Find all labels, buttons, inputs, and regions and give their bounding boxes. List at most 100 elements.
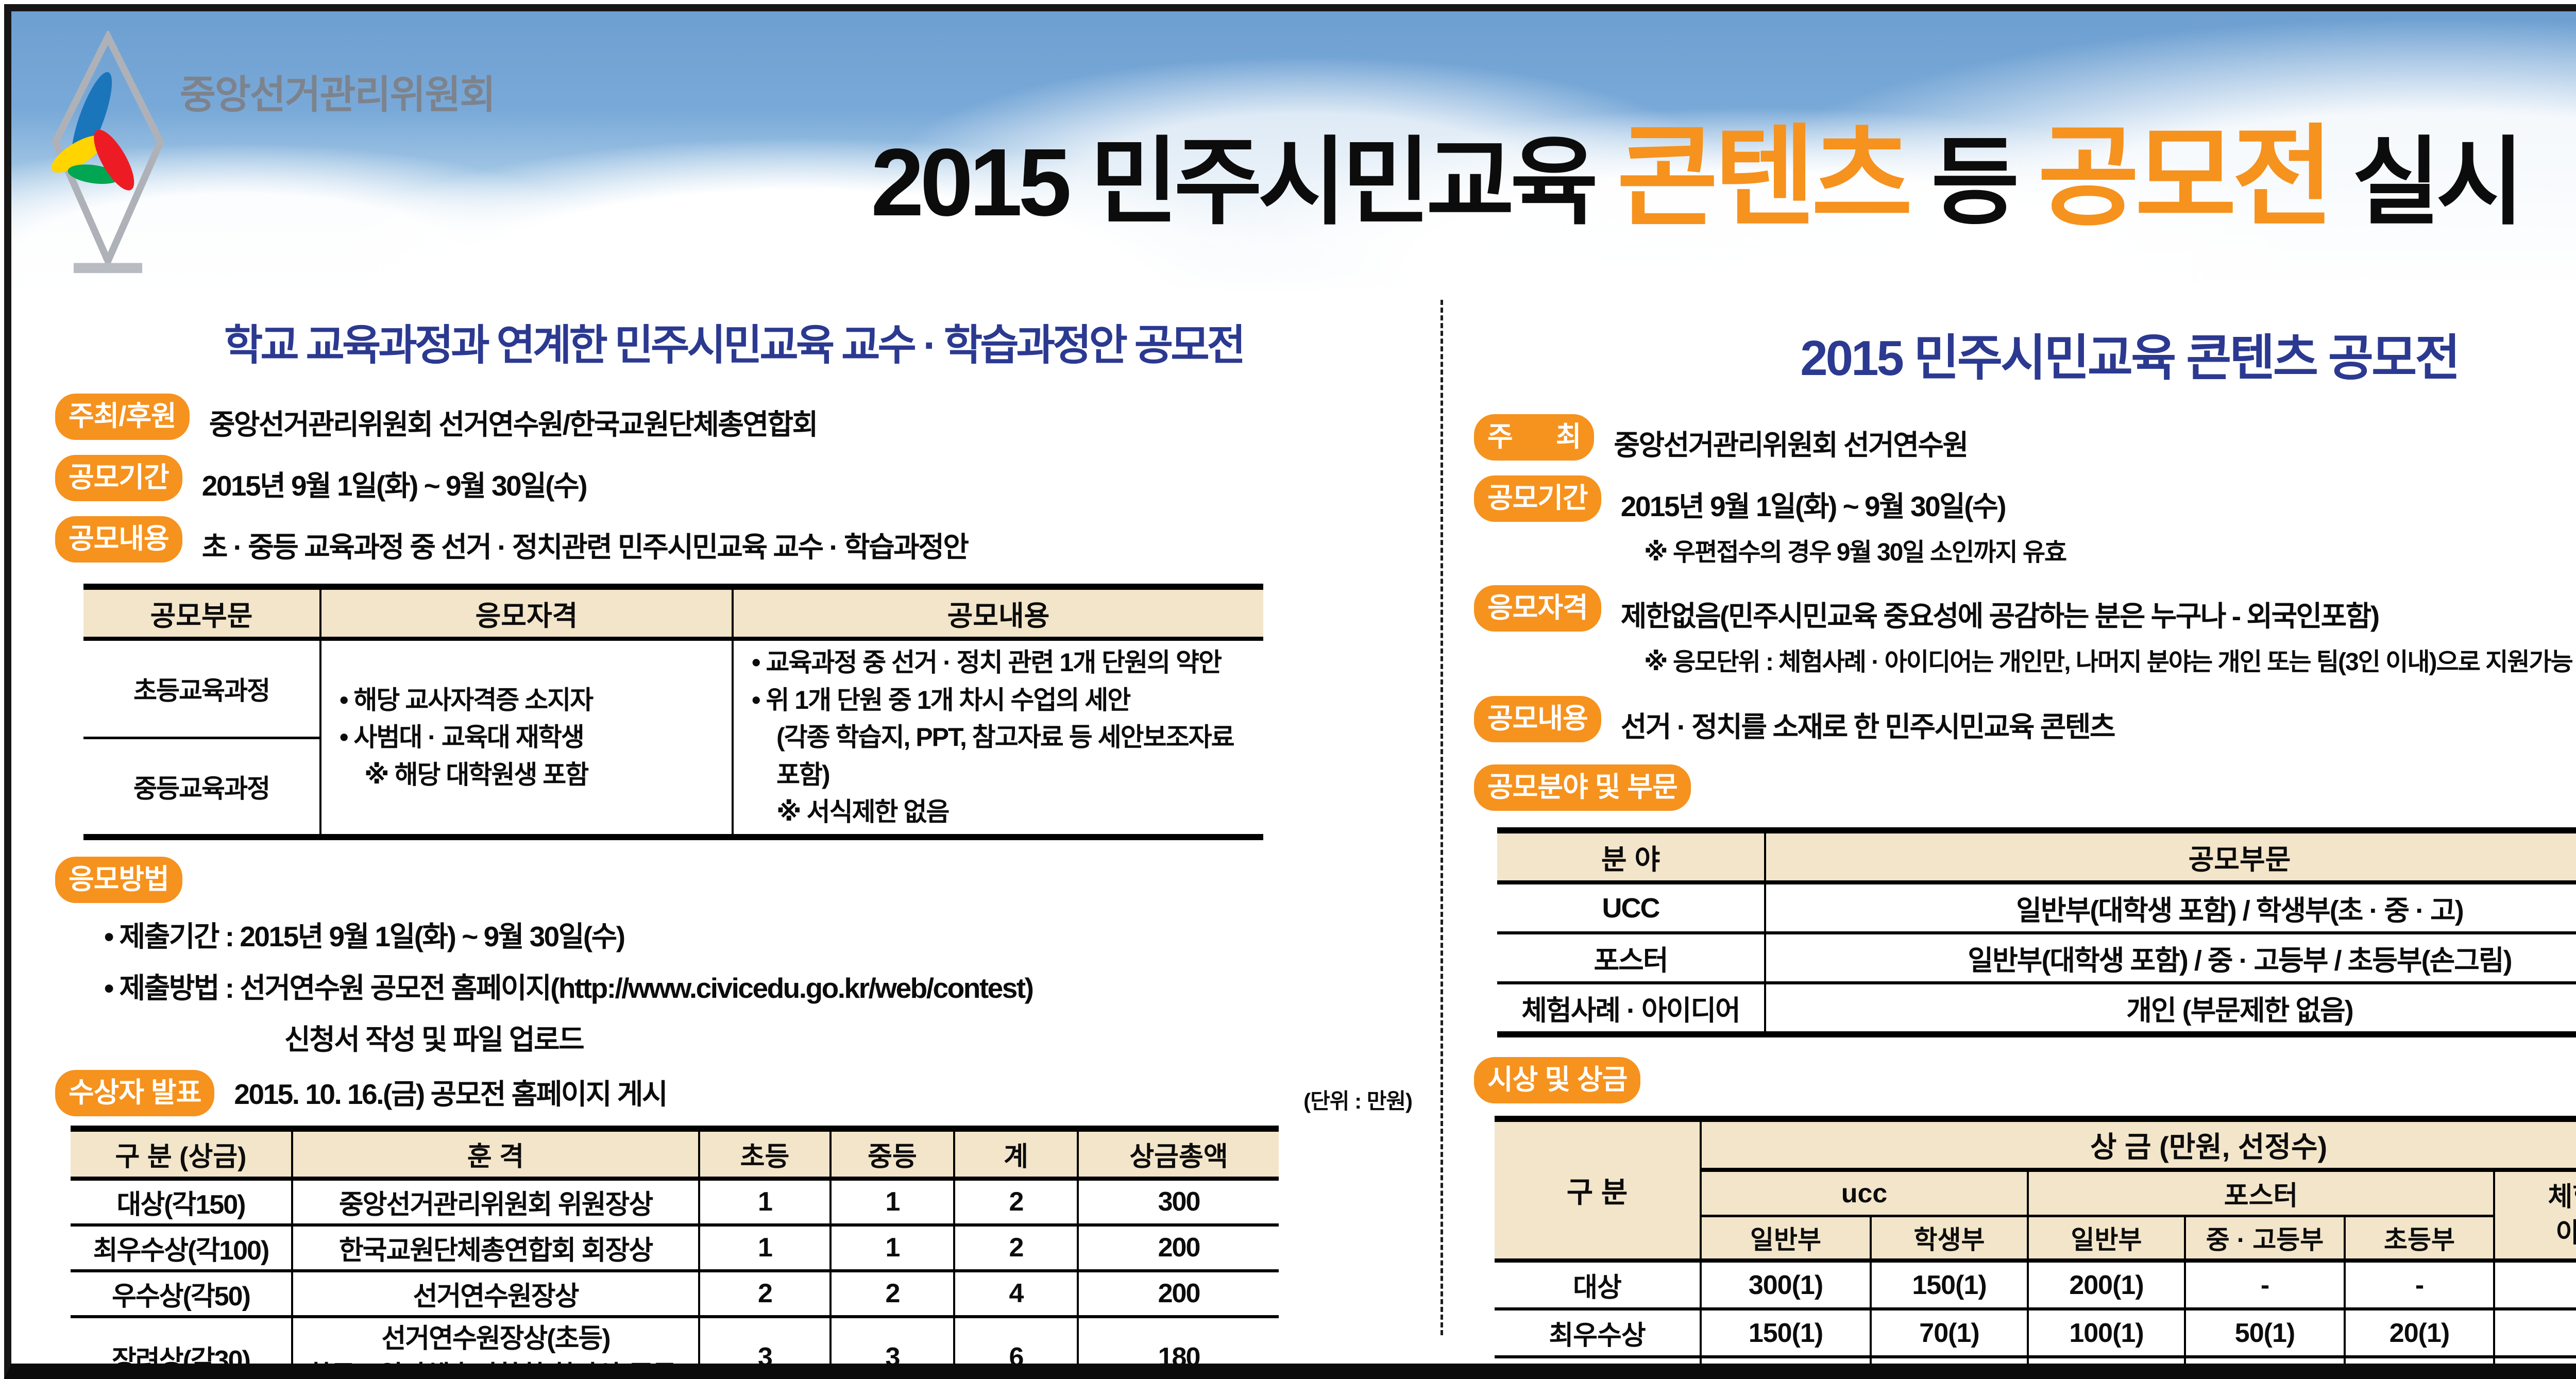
host-badge: 주 최 [1474,414,1595,461]
method-section: 응모방법 • 제출기간 : 2015년 9월 1일(화) ~ 9월 30일(수)… [55,856,1412,1058]
cell: 2 [829,1269,955,1318]
period-badge: 공모기간 [55,455,182,501]
table-row: 장려상(각30) 선거연수원장상(초등) 한국교원단체총연합회 회장상(중등) … [70,1315,1280,1364]
table-header-row: 분 야 공모부문 [1496,827,2576,884]
header-cell: 응모자격 [319,584,734,641]
subheader-cell: 중 · 고등부 [2184,1215,2346,1263]
main-title: 2015 민주시민교육 콘텐츠 등 공모전 실시 [594,88,2576,247]
table-group-row: ucc 포스터 체험사례 · 아이디어 [1495,1169,2576,1263]
table-row: 초등교육과정 • 해당 교사자격증 소지자 • 사범대 · 교육대 재학생 ※ … [82,637,1264,840]
cell: - [2493,1259,2576,1310]
main-title-part-highlight: 콘텐츠 [1617,116,1913,239]
header-cell-span: 상 금 (만원, 선정수) [1699,1116,2576,1172]
cell: 우수상 [1494,1356,1702,1364]
content-line: • 교육과정 중 선거 · 정치 관련 1개 단원의 약안 [752,648,1222,677]
awards-table: 구 분 (상금) 훈 격 초등 중등 계 상금총액 대상(각150) 중앙선거관… [70,1125,1280,1364]
method-badge: 응모방법 [55,856,182,903]
cell: 50(1) [2184,1308,2346,1358]
cell-part-middle: 중등교육과정 [82,737,321,840]
main-title-part: 2015 민주시민교육 [871,129,1617,236]
cell: 체험사례 · 아이디어 [1496,982,1766,1037]
period-text: 2015년 9월 1일(화) ~ 9월 30일(수) [201,470,588,502]
header-cell: 분 야 [1496,827,1766,884]
host-text: 중앙선거관리위원회 선거연수원 [1614,429,1969,461]
cell: - [2344,1259,2495,1310]
announcement-badge: 수상자 발표 [55,1069,215,1116]
content-text: 초 · 중등 교육과정 중 선거 · 정치관련 민주시민교육 교수 · 학습과정… [201,531,969,563]
header-cell: 초등 [698,1125,832,1181]
cell: 3 [698,1315,832,1364]
main-title-part: 실시 [2329,129,2524,236]
cell: 100(1) [2027,1308,2186,1358]
cell: 30(2) [2184,1356,2346,1364]
qualification-text: 제한없음(민주시민교육 중요성에 공감하는 분은 누구나 - 외국인포함) [1620,600,2380,632]
cell: 최우수상 [1494,1308,1702,1358]
content-line: (각종 학습지, PPT, 참고자료 등 세안보조자료 포함) [776,723,1235,789]
cell: 150(1) [1870,1259,2029,1310]
info-row-qualification: 응모자격 제한없음(민주시민교육 중요성에 공감하는 분은 누구나 - 외국인포… [1474,585,2576,634]
table-row: 최우수상 150(1) 70(1) 100(1) 50(1) 20(1) 80(… [1494,1308,2576,1358]
content-text: 선거 · 정치를 소재로 한 민주시민교육 콘텐츠 [1620,711,2116,743]
content-line: • 위 1개 단원 중 1개 차시 수업의 세안 [752,685,1131,714]
announcement-text: 2015. 10. 16.(금) 공모전 홈페이지 게시 [234,1078,668,1110]
header-banner: 중앙선거관리위원회 2015 민주시민교육 콘텐츠 등 공모전 실시 [11,11,2576,292]
header-cell: 상금총액 [1077,1125,1280,1181]
org-name: 중앙선거관리위원회 [180,73,496,117]
cell: 150(1) [1700,1308,1872,1358]
announcement-row: 수상자 발표 2015. 10. 16.(금) 공모전 홈페이지 게시 (단위 … [55,1069,1413,1116]
table-row: 포스터 일반부(대학생 포함) / 중 · 고등부 / 초등부(손그림) [1496,932,2576,984]
table-subheader-row: 일반부 학생부 일반부 중 · 고등부 초등부 [1495,1215,2576,1263]
cell: 50(2) [1870,1356,2029,1364]
cell: 100(2) [1700,1356,1872,1364]
table-row: 중등교육과정 [82,737,1263,840]
qualification-badge: 응모자격 [1474,585,1601,632]
header-cell: 공모내용 [732,584,1264,641]
cell: 우수상(각50) [70,1269,293,1318]
cell: 6 [953,1315,1079,1364]
cell: 개인 (부문제한 없음) [1764,982,2576,1037]
cell: 200(1) [2027,1259,2186,1310]
left-contest-section: 학교 교육과정과 연계한 민주시민교육 교수 · 학습과정안 공모전 주최/후원… [11,292,1440,1364]
qualification-note: ※ 응모단위 : 체험사례 · 아이디어는 개인만, 나머지 분야는 개인 또는… [1644,649,2573,676]
cell: 선거연수원장상 [291,1269,700,1318]
subheader-cell: 초등부 [2344,1215,2495,1263]
cell: 3 [829,1315,955,1364]
cell-content: • 교육과정 중 선거 · 정치 관련 1개 단원의 약안 • 위 1개 단원 … [732,638,1264,840]
subheader-cell: 학생부 [1870,1215,2029,1263]
cell: 70(1) [1870,1308,2029,1358]
cell: 80(1) [2493,1308,2576,1358]
table-row: 대상 300(1) 150(1) 200(1) - - - [1494,1259,2576,1310]
cell: 대상(각150) [70,1177,293,1227]
period-badge: 공모기간 [1474,475,1601,522]
cell: 1 [829,1177,955,1227]
cell: UCC [1496,881,1766,934]
cell: 2 [953,1223,1079,1272]
content-badge: 공모내용 [55,516,182,563]
cell: 20(1) [2344,1308,2495,1358]
qualification-line: • 사범대 · 교육대 재학생 [340,723,585,752]
group-cell-ucc: ucc [1700,1169,2029,1217]
header-cell: 중등 [829,1125,955,1181]
cell: - [2184,1259,2346,1310]
cell: 포스터 [1496,932,1766,984]
table-row: 최우수상(각100) 한국교원단체총연합회 회장상 1 1 2 200 [70,1223,1280,1272]
cell-qualification: • 해당 교사자격증 소지자 • 사범대 · 교육대 재학생 ※ 해당 대학원생… [319,638,734,840]
table-header-row: 구 분 상 금 (만원, 선정수) [1494,1116,2576,1263]
cell: 1 [829,1223,955,1272]
nec-logo: 중앙선거관리위원회 [47,31,496,278]
cell: 2 [953,1177,1079,1227]
cell: 300(1) [1700,1259,1872,1310]
main-title-part: 등 [1908,129,2038,236]
cell: 4 [953,1269,1079,1318]
prize-section-badge: 시상 및 상금 [1474,1057,1641,1103]
content-note: ※ 서식제한 없음 [776,797,950,826]
category-table: 공모부문 응모자격 공모내용 초등교육과정 • 해당 교사자격증 소지자 • 사… [82,584,1264,840]
header-cell: 공모부문 [1764,827,2576,884]
info-row-host: 주최/후원 중앙선거관리위원회 선거연수원/한국교원단체총연합회 [55,394,1412,442]
field-table: 분 야 공모부문 UCC 일반부(대학생 포함) / 학생부(초 · 중 · 고… [1496,827,2576,1037]
subheader-cell: 일반부 [2027,1215,2186,1263]
header-cell: 공모부문 [82,584,321,641]
cell: 최우수상(각100) [70,1223,293,1272]
left-contest-title: 학교 교육과정과 연계한 민주시민교육 교수 · 학습과정안 공모전 [224,322,1246,369]
info-row-content: 공모내용 초 · 중등 교육과정 중 선거 · 정치관련 민주시민교육 교수 ·… [55,516,1412,565]
